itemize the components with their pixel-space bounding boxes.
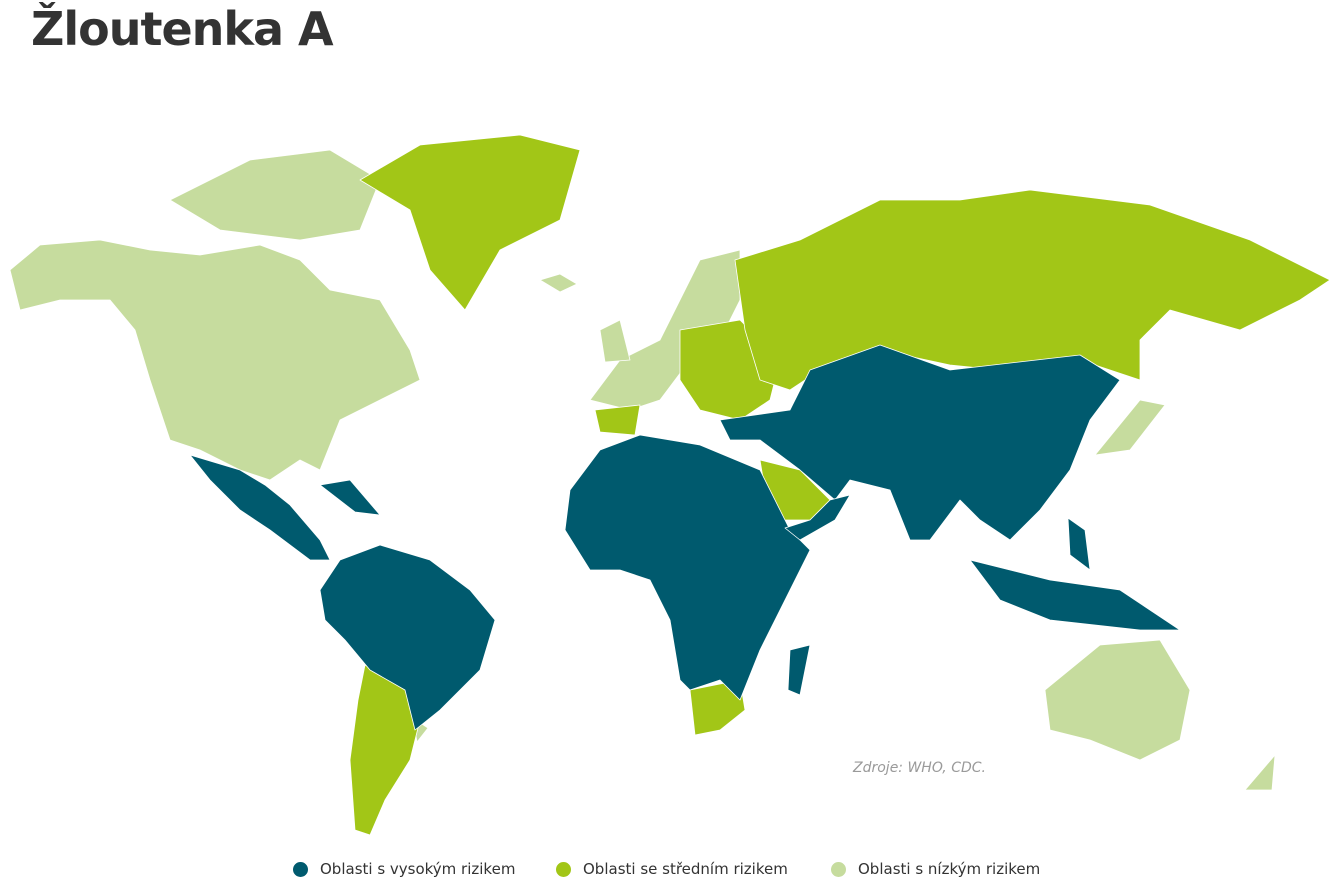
legend-item-low: Oblasti s nízkým rizikem [831, 860, 1040, 878]
high-risk-regions [189, 344, 1181, 731]
region-northern-south-america [319, 544, 496, 731]
legend-label: Oblasti s vysokým rizikem [320, 860, 516, 878]
legend-swatch-low [831, 861, 846, 877]
region-new-zealand [1244, 754, 1276, 791]
region-philippines [1067, 517, 1091, 571]
legend-item-medium: Oblasti se středním rizikem [556, 860, 788, 878]
region-caribbean [319, 479, 381, 516]
legend-label: Oblasti s nízkým rizikem [858, 860, 1041, 878]
legend-label: Oblasti se středním rizikem [583, 860, 788, 878]
region-spain [594, 404, 641, 436]
legend: Oblasti s vysokým rizikem Oblasti se stř… [0, 860, 1337, 882]
region-japan [1094, 399, 1166, 456]
region-asia [719, 344, 1121, 541]
region-russia [734, 189, 1331, 391]
region-indonesia [969, 559, 1181, 631]
low-risk-regions [9, 149, 1276, 791]
region-arctic-canada [169, 149, 381, 241]
map-title: Žloutenka A [31, 2, 334, 56]
region-uk [599, 319, 631, 363]
region-north-america [9, 239, 421, 481]
source-note: Zdroje: WHO, CDC. [853, 760, 986, 776]
region-africa [564, 434, 811, 701]
legend-swatch-high [293, 861, 308, 877]
legend-item-high: Oblasti s vysokým rizikem [293, 860, 515, 878]
region-iceland [539, 273, 578, 293]
medium-risk-regions [349, 134, 1331, 836]
legend-swatch-medium [556, 861, 571, 877]
region-greenland [359, 134, 581, 311]
region-arabian-south [784, 494, 851, 541]
region-australia [1044, 639, 1191, 761]
region-central-america [189, 454, 331, 561]
region-madagascar [787, 644, 811, 696]
